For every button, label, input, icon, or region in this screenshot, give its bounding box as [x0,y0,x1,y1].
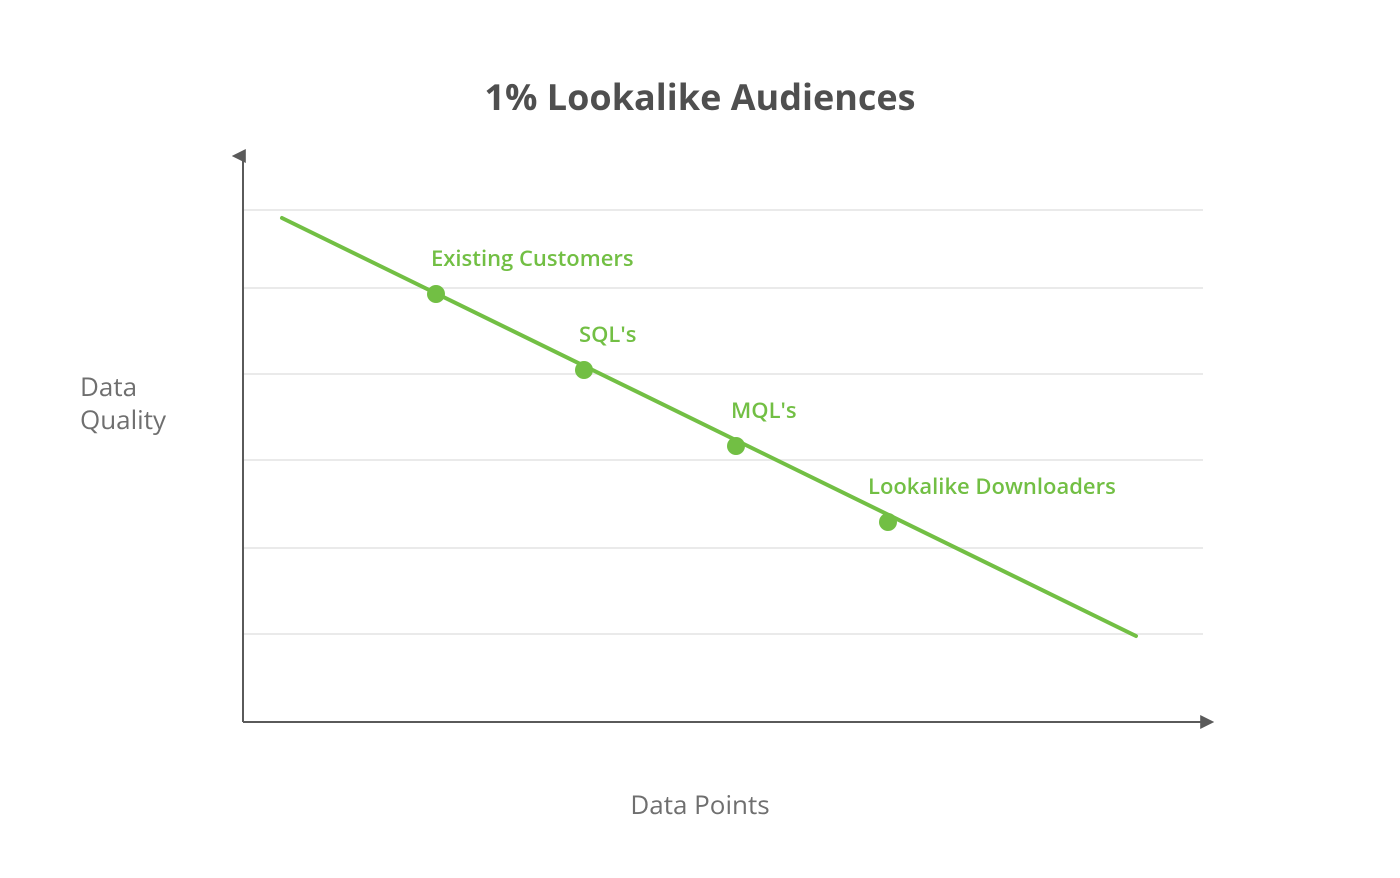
point-label: Existing Customers [431,243,634,273]
gridlines [243,210,1203,634]
chart-svg: Existing Customers SQL's MQL's Lookalike Do… [0,0,1400,878]
trend-line [282,218,1136,636]
chart-container: 1% Lookalike Audiences Data Quality Data… [0,0,1400,878]
point-label: Lookalike Downloaders [868,471,1116,501]
point-label: SQL's [579,319,636,349]
point-labels: Existing Customers SQL's MQL's Lookalike Do… [431,243,1116,501]
axes [243,156,1203,722]
point-label: MQL's [731,395,797,425]
